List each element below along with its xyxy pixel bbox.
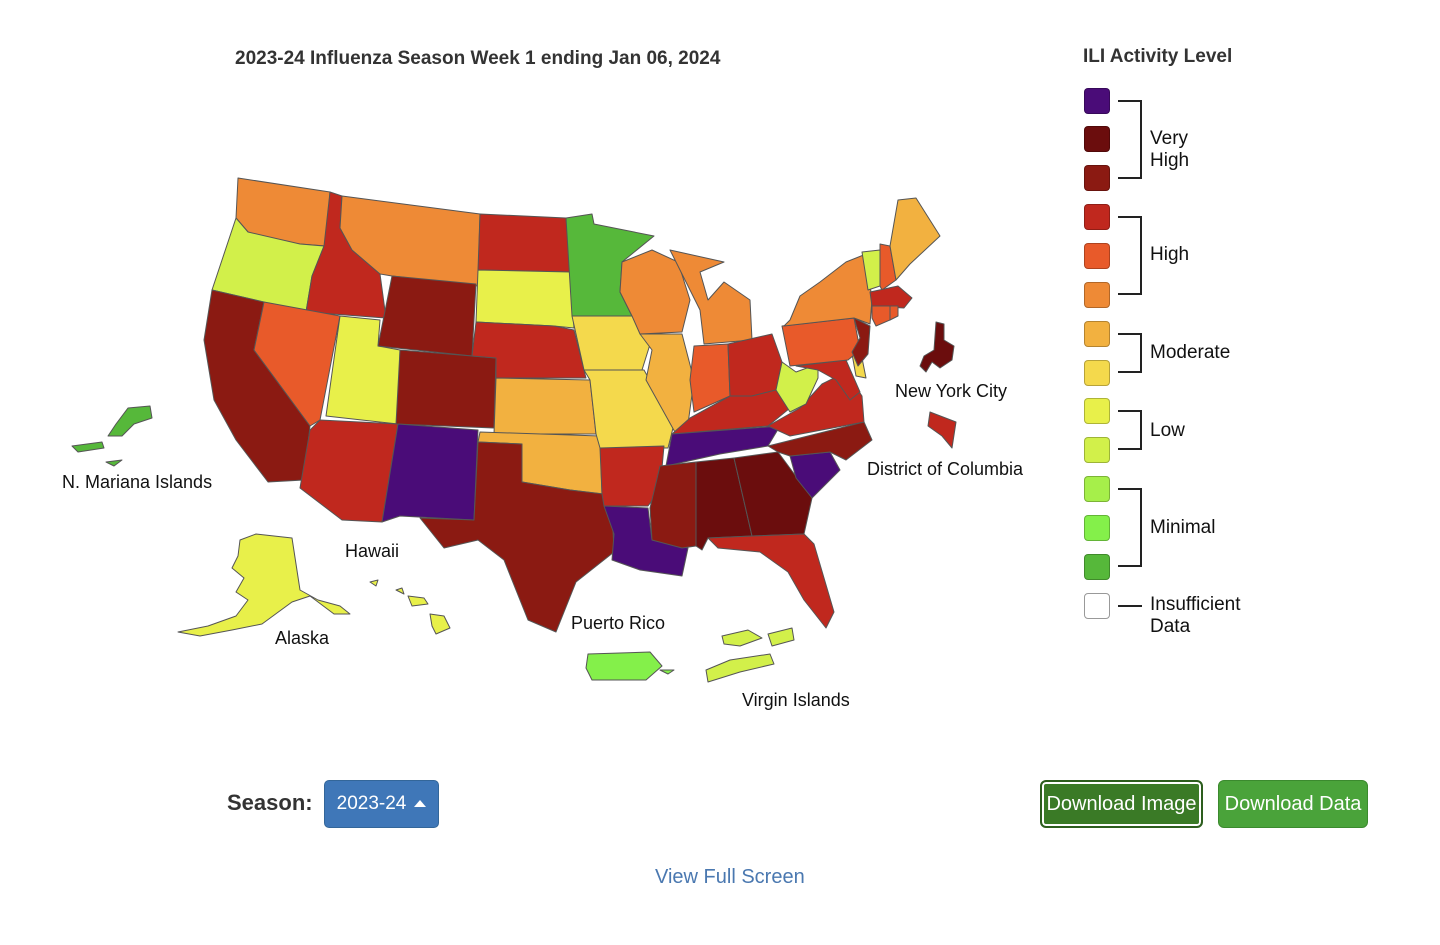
dash-insufficient-data xyxy=(1118,605,1142,607)
state-NY[interactable] xyxy=(783,253,873,327)
state-IN[interactable] xyxy=(689,343,731,413)
legend-label-high: High xyxy=(1150,244,1190,265)
swatch-level-1 xyxy=(1084,554,1110,580)
bracket-minimal xyxy=(1118,488,1142,567)
swatch-level-5 xyxy=(1084,398,1110,424)
legend-label-low: Low xyxy=(1150,420,1185,441)
season-label: Season: xyxy=(227,790,313,815)
state-AK[interactable] xyxy=(177,533,351,637)
territory-NMI[interactable] xyxy=(71,405,153,467)
swatch-level-7 xyxy=(1084,321,1110,347)
state-NE[interactable] xyxy=(471,321,587,379)
state-FL[interactable] xyxy=(707,533,835,629)
legend: ILI Activity Level xyxy=(1083,46,1403,80)
state-WY[interactable] xyxy=(377,275,477,357)
state-NH[interactable] xyxy=(879,243,897,291)
state-OH[interactable] xyxy=(727,333,783,397)
territory-NYC[interactable] xyxy=(919,321,955,373)
label-nmi: N. Mariana Islands xyxy=(62,472,212,492)
us-flu-activity-map: N. Mariana Islands Hawaii Alaska Puerto … xyxy=(62,177,1024,710)
bracket-high xyxy=(1118,216,1142,295)
territory-VI[interactable] xyxy=(705,627,795,683)
state-IA[interactable] xyxy=(571,315,653,371)
state-AZ[interactable] xyxy=(299,419,399,523)
label-virgin-islands: Virgin Islands xyxy=(742,690,850,710)
swatch-level-9 xyxy=(1084,243,1110,269)
label-alaska: Alaska xyxy=(275,628,330,648)
swatch-level-6 xyxy=(1084,360,1110,386)
state-HI[interactable] xyxy=(369,579,451,635)
state-TN[interactable] xyxy=(665,425,781,467)
bracket-very-high xyxy=(1118,100,1142,179)
swatch-level-8 xyxy=(1084,282,1110,308)
state-RI[interactable] xyxy=(889,305,899,321)
legend-label-insufficient-data: Insufficient Data xyxy=(1150,594,1241,637)
download-data-button[interactable]: Download Data xyxy=(1218,780,1368,828)
state-KS[interactable] xyxy=(493,377,597,435)
state-GA[interactable] xyxy=(733,451,813,537)
legend-label-very-high: Very High xyxy=(1150,128,1190,171)
swatch-level-10 xyxy=(1084,204,1110,230)
state-MA[interactable] xyxy=(869,285,913,309)
swatch-level-2 xyxy=(1084,515,1110,541)
label-hawaii: Hawaii xyxy=(345,541,399,561)
swatch-insufficient-data xyxy=(1084,593,1110,619)
state-NM[interactable] xyxy=(381,423,479,523)
state-NV[interactable] xyxy=(253,301,341,427)
territory-DC[interactable] xyxy=(927,411,957,449)
state-LA[interactable] xyxy=(603,505,689,577)
state-TX[interactable] xyxy=(419,441,615,633)
swatch-level-11 xyxy=(1084,165,1110,191)
label-nyc: New York City xyxy=(895,381,1007,401)
state-SD[interactable] xyxy=(475,269,575,329)
swatch-level-13 xyxy=(1084,88,1110,114)
territory-PR[interactable] xyxy=(585,651,675,681)
view-full-screen-link[interactable]: View Full Screen xyxy=(655,866,805,888)
state-CO[interactable] xyxy=(395,349,497,429)
label-dc: District of Columbia xyxy=(867,459,1024,479)
swatch-level-12 xyxy=(1084,126,1110,152)
download-image-button[interactable]: Download Image xyxy=(1040,780,1203,828)
season-dropdown[interactable]: 2023-24 xyxy=(324,780,439,828)
state-ME[interactable] xyxy=(889,197,941,281)
legend-label-minimal: Minimal xyxy=(1150,517,1216,538)
swatch-level-3 xyxy=(1084,476,1110,502)
bracket-low xyxy=(1118,410,1142,450)
map-title: 2023-24 Influenza Season Week 1 ending J… xyxy=(235,48,721,69)
state-CT[interactable] xyxy=(871,305,891,327)
state-WI[interactable] xyxy=(619,249,691,335)
caret-up-icon xyxy=(414,799,427,807)
season-value: 2023-24 xyxy=(336,793,407,814)
legend-title: ILI Activity Level xyxy=(1083,46,1233,67)
state-NC[interactable] xyxy=(767,421,873,461)
state-MI[interactable] xyxy=(669,249,753,345)
state-ND[interactable] xyxy=(477,213,571,273)
legend-label-moderate: Moderate xyxy=(1150,342,1231,363)
bracket-moderate xyxy=(1118,333,1142,373)
state-NJ[interactable] xyxy=(851,317,871,367)
swatch-level-4 xyxy=(1084,437,1110,463)
state-WV[interactable] xyxy=(775,361,819,413)
label-puerto-rico: Puerto Rico xyxy=(571,613,665,633)
state-AR[interactable] xyxy=(599,445,665,507)
